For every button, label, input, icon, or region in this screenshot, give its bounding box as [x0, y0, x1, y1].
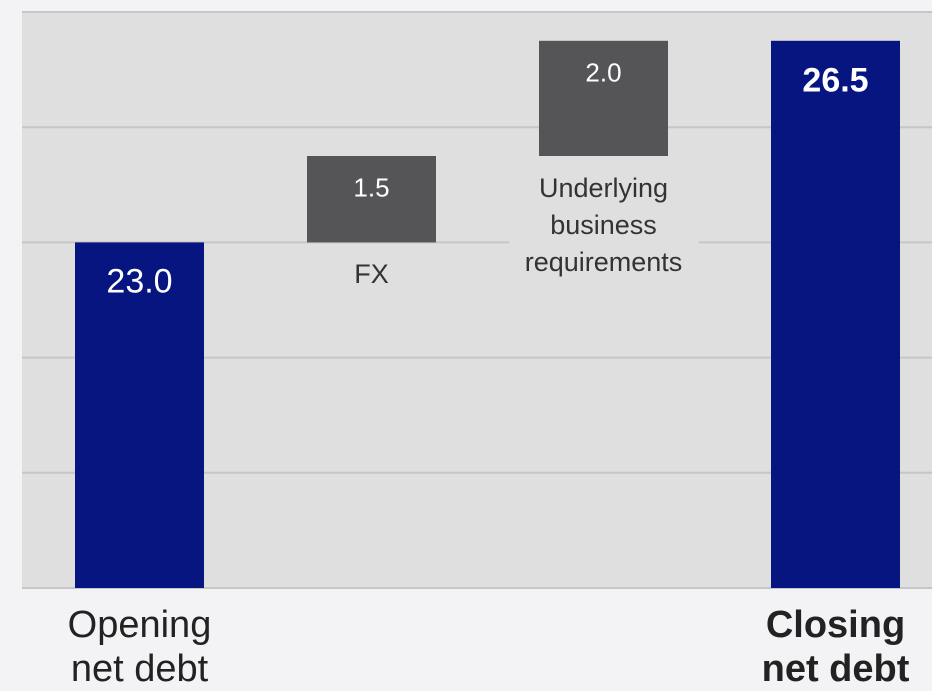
value-label: 26.5	[802, 61, 869, 100]
category-label: Underlying business requirements	[508, 170, 699, 281]
value-label: 2.0	[585, 57, 622, 88]
value-label: 23.0	[106, 262, 173, 301]
bar	[771, 40, 900, 589]
category-label: FX	[276, 256, 467, 294]
x-tick-label: Closing net debt	[761, 604, 910, 690]
bar	[539, 40, 668, 156]
bar	[75, 242, 204, 588]
value-label: 1.5	[353, 172, 390, 203]
x-tick-label: Opening net debt	[67, 604, 212, 690]
bar	[307, 156, 436, 243]
